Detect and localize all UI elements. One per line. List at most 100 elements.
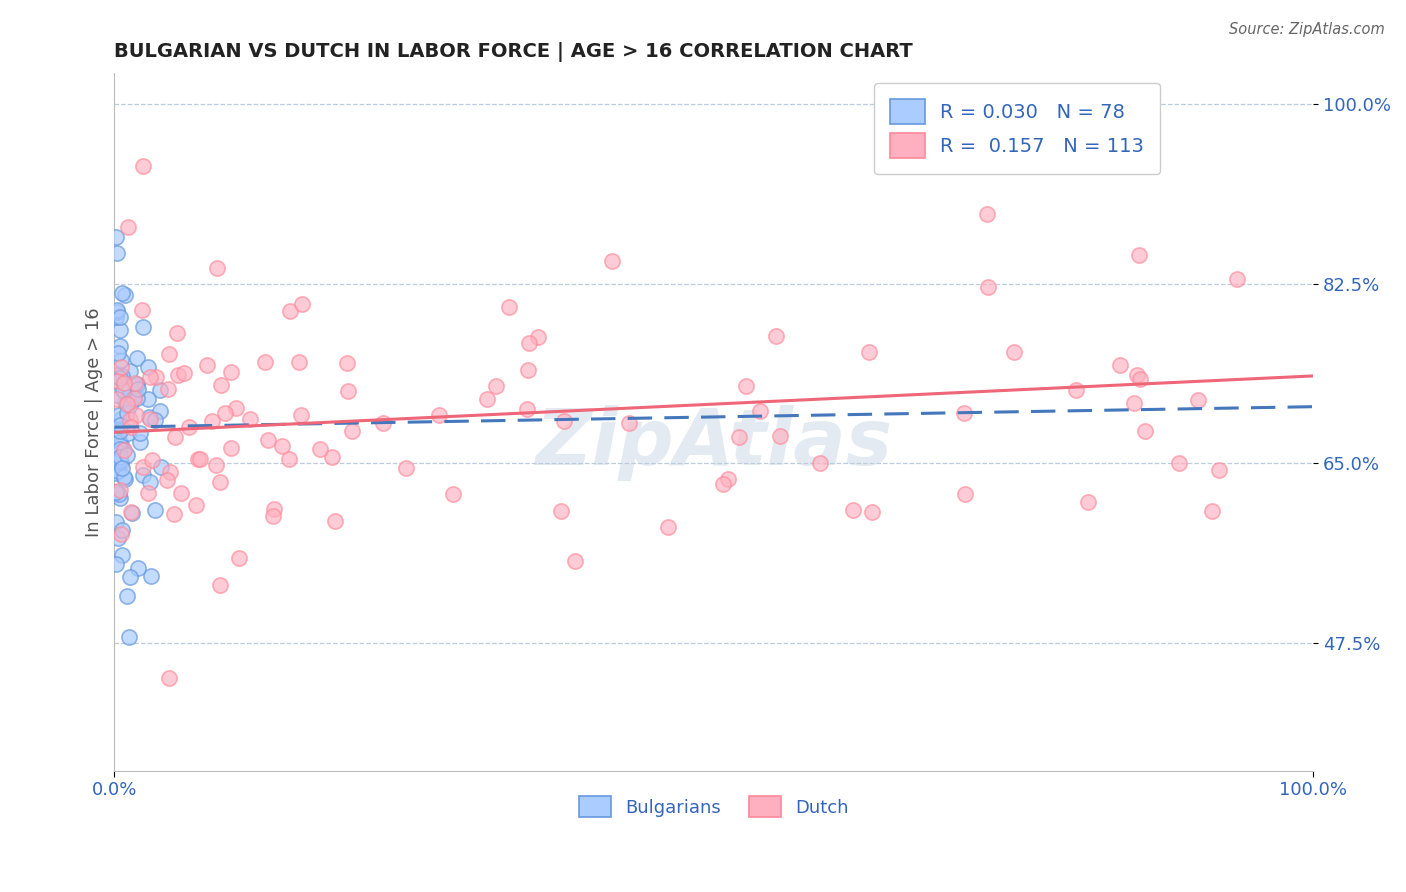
Point [977,280,1000,294]
Point [110,457,132,471]
Point [1122,396,1144,410]
Point [132,159,155,173]
Point [336,356,359,370]
Point [205,261,228,276]
Point [262,508,284,523]
Point [121,392,143,406]
Point [104,485,127,500]
Point [166,326,188,340]
Point [110,353,132,368]
Point [108,455,131,469]
Point [114,472,136,486]
Point [157,347,180,361]
Point [114,394,136,409]
Point [127,378,149,392]
Point [108,323,131,337]
Point [769,428,792,442]
Point [125,408,148,422]
Point [228,550,250,565]
Point [187,452,209,467]
Point [111,523,134,537]
Point [104,557,127,571]
Point [225,401,247,415]
Point [129,435,152,450]
Point [186,498,208,512]
Point [1077,495,1099,509]
Point [309,442,332,456]
Point [136,486,159,500]
Point [157,382,180,396]
Point [108,483,131,498]
Point [711,476,734,491]
Point [617,416,640,430]
Point [214,406,236,420]
Point [159,465,181,479]
Point [765,329,787,343]
Point [717,472,740,486]
Point [239,412,262,426]
Point [321,450,343,464]
Point [201,414,224,428]
Point [115,590,138,604]
Point [110,527,132,541]
Point [112,376,135,390]
Point [858,345,880,359]
Point [138,370,160,384]
Point [167,368,190,382]
Point [165,430,187,444]
Point [141,452,163,467]
Point [117,220,139,235]
Point [149,404,172,418]
Point [136,392,159,407]
Point [138,410,160,425]
Point [136,360,159,375]
Text: Source: ZipAtlas.com: Source: ZipAtlas.com [1229,22,1385,37]
Point [117,390,139,404]
Point [427,408,450,422]
Point [110,412,132,426]
Point [205,458,228,472]
Point [105,302,128,317]
Point [728,430,751,444]
Point [118,364,141,378]
Point [270,439,292,453]
Point [112,470,135,484]
Point [208,578,231,592]
Point [325,514,347,528]
Point [108,446,131,460]
Point [110,421,132,435]
Point [1002,345,1025,359]
Point [219,365,242,379]
Point [173,366,195,380]
Point [263,502,285,516]
Point [112,443,135,458]
Point [485,379,508,393]
Point [132,467,155,482]
Point [111,383,134,397]
Point [118,570,141,584]
Point [108,418,131,433]
Point [145,370,167,384]
Point [111,368,134,383]
Point [115,397,138,411]
Point [256,434,278,448]
Point [115,397,138,411]
Point [107,369,129,384]
Point [110,285,132,300]
Point [195,358,218,372]
Point [441,487,464,501]
Point [122,391,145,405]
Point [219,441,242,455]
Point [519,335,541,350]
Point [112,442,135,457]
Point [564,553,586,567]
Point [107,486,129,500]
Point [600,253,623,268]
Point [170,485,193,500]
Point [118,398,141,412]
Point [111,461,134,475]
Point [395,461,418,475]
Point [110,436,132,450]
Point [337,384,360,398]
Point [139,569,162,583]
